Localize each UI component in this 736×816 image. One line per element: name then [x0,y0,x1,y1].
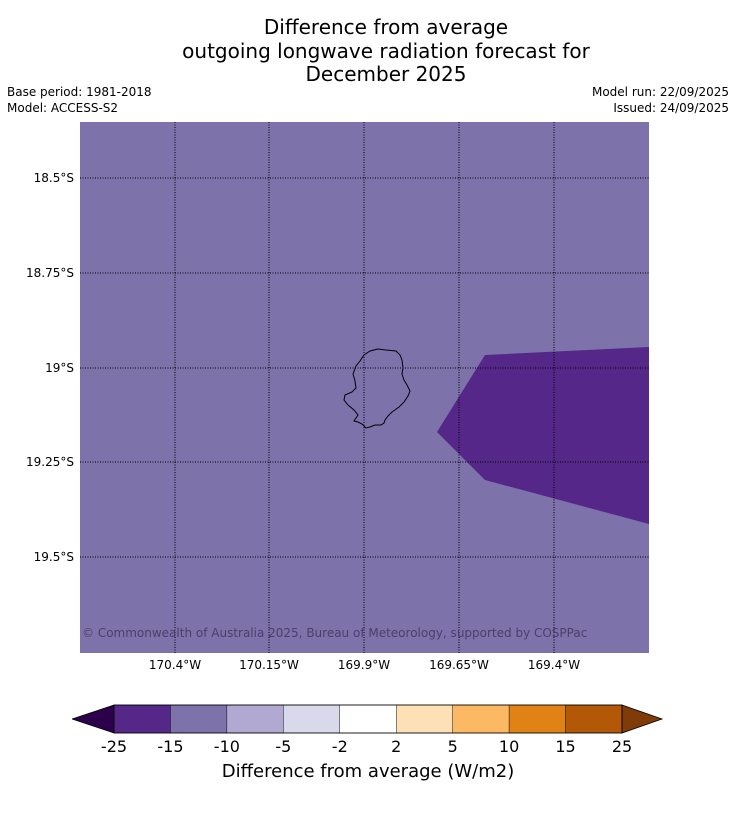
colorbar-segment [508,704,566,734]
colorbar-tick-label: -10 [213,737,240,756]
colorbar-tick-label: 5 [447,737,458,756]
colorbar-segment [565,704,623,734]
colorbar-segment [283,704,340,734]
colorbar-over-arrow [621,704,664,734]
map-title: Difference from average outgoing longwav… [0,15,736,87]
model-run: Model run: 22/09/2025 [591,85,729,99]
colorbar-tick-label: -25 [100,737,128,756]
copyright-text: © Commonwealth of Australia 2025, Bureau… [82,626,588,640]
lon-label-169-4: 169.4°W [527,658,581,672]
map-svg [80,122,649,653]
model-name: Model: ACCESS-S2 [7,101,119,115]
colorbar-tick-label: 10 [498,737,520,756]
colorbar-segment [170,704,228,734]
lat-label-18-5: 18.5°S [33,171,74,185]
colorbar-under-arrow [70,704,115,734]
colorbar-label: Difference from average (W/m2) [221,761,515,782]
colorbar [70,703,664,739]
colorbar-segment [339,704,397,734]
lat-label-18-75: 18.75°S [26,266,74,280]
colorbar-tick-label: 15 [555,737,576,756]
colorbar-tick-label: -5 [275,737,292,756]
lat-label-19-25: 19.25°S [26,455,74,469]
colorbar-segments [113,704,623,734]
lon-label-170-15: 170.15°W [239,658,299,672]
lat-label-19: 19°S [45,361,74,375]
colorbar-tick-label: 2 [391,737,402,756]
lon-label-170-4: 170.4°W [148,658,202,672]
graticule [80,122,649,653]
anomaly-region [437,347,649,524]
issued-date: Issued: 24/09/2025 [613,101,729,115]
island-outline [343,348,411,429]
colorbar-segment [396,704,453,734]
colorbar-frame [113,704,623,734]
colorbar-tick-label: 25 [611,737,633,756]
lon-label-169-65: 169.65°W [429,658,489,672]
colorbar-segment [226,704,284,734]
colorbar-tick-label: -15 [157,737,184,756]
lon-label-169-9: 169.9°W [337,658,391,672]
title-line-1: Difference from average [263,15,509,39]
colorbar-segment [452,704,510,734]
base-period: Base period: 1981-2018 [7,85,152,99]
meta-left: Base period: 1981-2018 Model: ACCESS-S2 [7,84,152,116]
colorbar-svg [70,704,664,734]
title-line-2: outgoing longwave radiation forecast for [182,38,590,63]
lat-label-19-5: 19.5°S [33,550,74,564]
colorbar-tick-label: -2 [331,737,348,756]
colorbar-segment [113,704,171,734]
map-panel [80,122,649,653]
meta-right: Model run: 22/09/2025 Issued: 24/09/2025 [592,84,729,116]
title-line-3: December 2025 [305,62,467,86]
